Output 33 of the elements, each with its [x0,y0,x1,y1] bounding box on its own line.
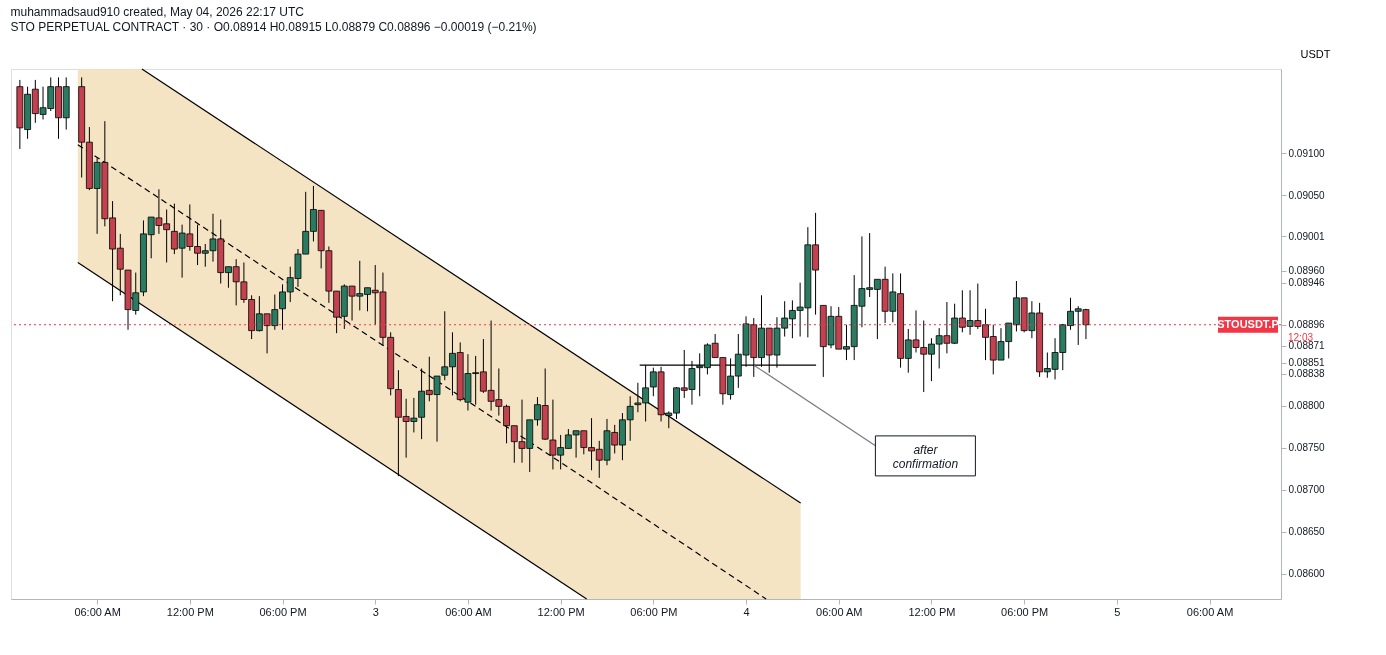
y-tick-label: 0.08800 [1288,400,1326,412]
x-tick-label: 06:00 PM [630,605,678,618]
text: 12:03 [1288,331,1314,343]
x-tick-label: 3 [372,605,379,618]
x-tick-label: 12:00 PM [537,605,585,618]
annotation: after confirmation [892,442,959,471]
ref-line-label: STOUSDT.P [1217,317,1279,330]
y-tick-label: 0.08896 [1288,319,1326,331]
y-tick-label: 0.09001 [1288,230,1326,242]
x-tick-label: 12:00 PM [908,605,956,618]
y-tick-label: 0.09100 [1288,147,1326,159]
x-tick-label: 06:00 AM [816,605,863,618]
y-tick-label: 0.09050 [1288,189,1326,201]
x-tick-label: 5 [1114,605,1121,618]
x-tick-label: 06:00 PM [1001,605,1049,618]
x-tick-label: 12:00 PM [166,605,214,618]
y-tick-label: 0.08600 [1288,568,1326,580]
y-tick-label: 0.08700 [1288,484,1326,496]
chart-subtitle: STO PERPETUAL CONTRACT · 30 · O0.08914 H0.08915 L0.08879 C0.08896 −0.00019 (−0.21%) [10,20,537,34]
y-tick-label: 0.08960 [1288,265,1326,277]
y-tick-label: 0.08851 [1288,357,1326,369]
x-tick-label: 4 [743,605,750,618]
x-tick-label: 06:00 AM [1186,605,1234,618]
y-tick-label: 0.08871 [1288,340,1326,352]
y-tick-label: 0.08946 [1288,277,1326,289]
y-tick-label: 0.08650 [1288,526,1326,538]
y-tick-label: 0.08838 [1288,368,1326,380]
y-tick-label: 0.08750 [1288,442,1326,454]
y-axis-title: USDT [1300,47,1331,60]
x-tick-label: 06:00 PM [259,605,307,618]
x-tick-label: 06:00 AM [445,605,492,618]
chart-title: muhammadsaud910 created, May 04, 2026 22:17 UTC [10,5,305,19]
x-tick-label: 06:00 AM [74,605,121,618]
